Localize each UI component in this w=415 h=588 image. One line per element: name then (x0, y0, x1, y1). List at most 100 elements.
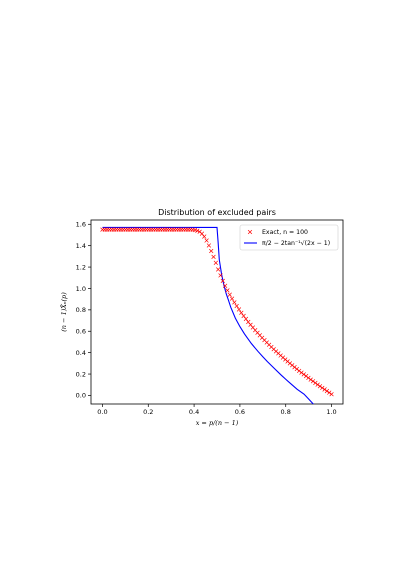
y-tick-label: 1.4 (76, 242, 86, 250)
data-point-stroke (269, 344, 274, 350)
data-point-exact (236, 307, 242, 312)
data-point-stroke (280, 355, 286, 360)
data-point-exact (310, 379, 316, 384)
data-point-stroke (206, 243, 212, 248)
data-point-exact (303, 373, 309, 379)
data-point-stroke (257, 333, 262, 338)
data-point-exact (199, 231, 205, 236)
data-point-stroke (262, 337, 267, 343)
y-tick-label: 0.4 (76, 349, 86, 357)
x-tick-label: 0.2 (143, 408, 153, 416)
data-point-exact (202, 234, 207, 239)
legend: Exact, n = 100 π/2 − 2tan⁻¹√(2x − 1) (239, 224, 339, 251)
data-point-exact (329, 392, 334, 397)
data-point-stroke (306, 375, 311, 381)
data-point-stroke (259, 335, 265, 340)
x-tick-label: 1.0 (326, 408, 336, 416)
data-point-exact (308, 377, 313, 382)
data-point-stroke (310, 379, 316, 384)
data-point-exact (313, 380, 318, 386)
data-point-stroke (216, 267, 221, 272)
x-tick-label: 0.6 (235, 408, 245, 416)
data-point-exact (301, 372, 306, 377)
data-point-stroke (313, 380, 318, 386)
x-tick-label: 0.4 (189, 408, 199, 416)
data-point-exact (241, 313, 246, 319)
axes-layer: 0.0 0.2 0.4 0.6 0.8 1.0 0.0 0.2 0.4 0.6 0.8 1.0 1.2 1… (76, 221, 337, 416)
data-point-stroke (199, 231, 205, 236)
data-point-stroke (229, 296, 235, 301)
data-point-exact (225, 288, 230, 293)
data-point-stroke (211, 254, 216, 260)
data-point-stroke (255, 330, 260, 335)
data-point-stroke (299, 370, 304, 375)
data-point-exact (229, 296, 235, 301)
chart-title: Distribution of excluded pairs (158, 208, 276, 217)
y-tick-label: 0.6 (76, 328, 86, 336)
data-point-stroke (327, 390, 332, 395)
x-tick-label: 0.8 (281, 408, 291, 416)
data-point-exact (292, 365, 297, 370)
data-point-stroke (303, 373, 309, 379)
data-point-stroke (222, 283, 228, 288)
data-point-exact (243, 316, 249, 322)
data-point-stroke (278, 353, 283, 358)
data-point-stroke (271, 347, 276, 352)
data-point-exact (232, 300, 237, 305)
data-point-stroke (290, 363, 295, 368)
data-point-stroke (315, 382, 320, 387)
data-point-exact (218, 273, 223, 278)
data-point-stroke (241, 313, 246, 319)
y-tick-label: 0.2 (76, 370, 86, 378)
data-point-exact (320, 385, 325, 390)
data-point-exact (294, 366, 299, 372)
data-point-stroke (243, 316, 249, 322)
plot-area (90, 219, 344, 405)
data-point-exact (234, 303, 239, 309)
legend-label-exact: Exact, n = 100 (262, 229, 308, 236)
series-layer (100, 226, 334, 404)
data-point-exact (211, 254, 216, 260)
data-point-stroke (283, 357, 288, 362)
data-point-stroke (227, 292, 232, 297)
data-point-stroke (246, 319, 251, 325)
data-point-stroke (276, 351, 281, 356)
y-tick-label: 1.2 (76, 263, 86, 271)
data-point-exact (299, 370, 304, 375)
data-point-exact (297, 368, 302, 373)
data-point-stroke (287, 361, 293, 366)
data-point-stroke (250, 325, 256, 330)
data-point-stroke (220, 278, 225, 284)
data-point-exact (204, 238, 209, 243)
data-point-exact (195, 228, 200, 233)
data-point-exact (220, 278, 225, 284)
legend-label-formula: π/2 − 2tan⁻¹√(2x − 1) (262, 240, 330, 247)
data-point-stroke (197, 229, 202, 234)
x-axis-label: x = p/(n − 1) (196, 419, 239, 427)
data-point-exact (306, 375, 311, 381)
data-point-stroke (195, 228, 200, 233)
data-point-exact (239, 310, 244, 315)
y-tick-label: 0.8 (76, 306, 86, 314)
data-point-stroke (294, 366, 299, 372)
data-point-stroke (322, 387, 327, 392)
legend-box (239, 224, 339, 251)
data-point-stroke (213, 260, 218, 265)
data-point-stroke (192, 227, 198, 233)
data-point-stroke (239, 310, 244, 315)
data-point-exact (324, 388, 330, 394)
data-point-stroke (308, 377, 313, 382)
data-point-stroke (253, 328, 258, 333)
legend-marker-stroke (247, 229, 253, 235)
data-point-stroke (225, 288, 230, 293)
data-point-stroke (324, 388, 330, 394)
data-point-stroke (209, 248, 214, 254)
y-axis-label: (n − 1)X̄ₙ(p) (59, 292, 68, 332)
y-tick-label: 1.6 (76, 221, 86, 229)
data-point-stroke (292, 365, 297, 370)
data-point-exact (213, 260, 218, 265)
y-tick-label: 0.0 (76, 392, 86, 400)
data-point-stroke (273, 349, 279, 354)
data-point-stroke (236, 307, 242, 312)
